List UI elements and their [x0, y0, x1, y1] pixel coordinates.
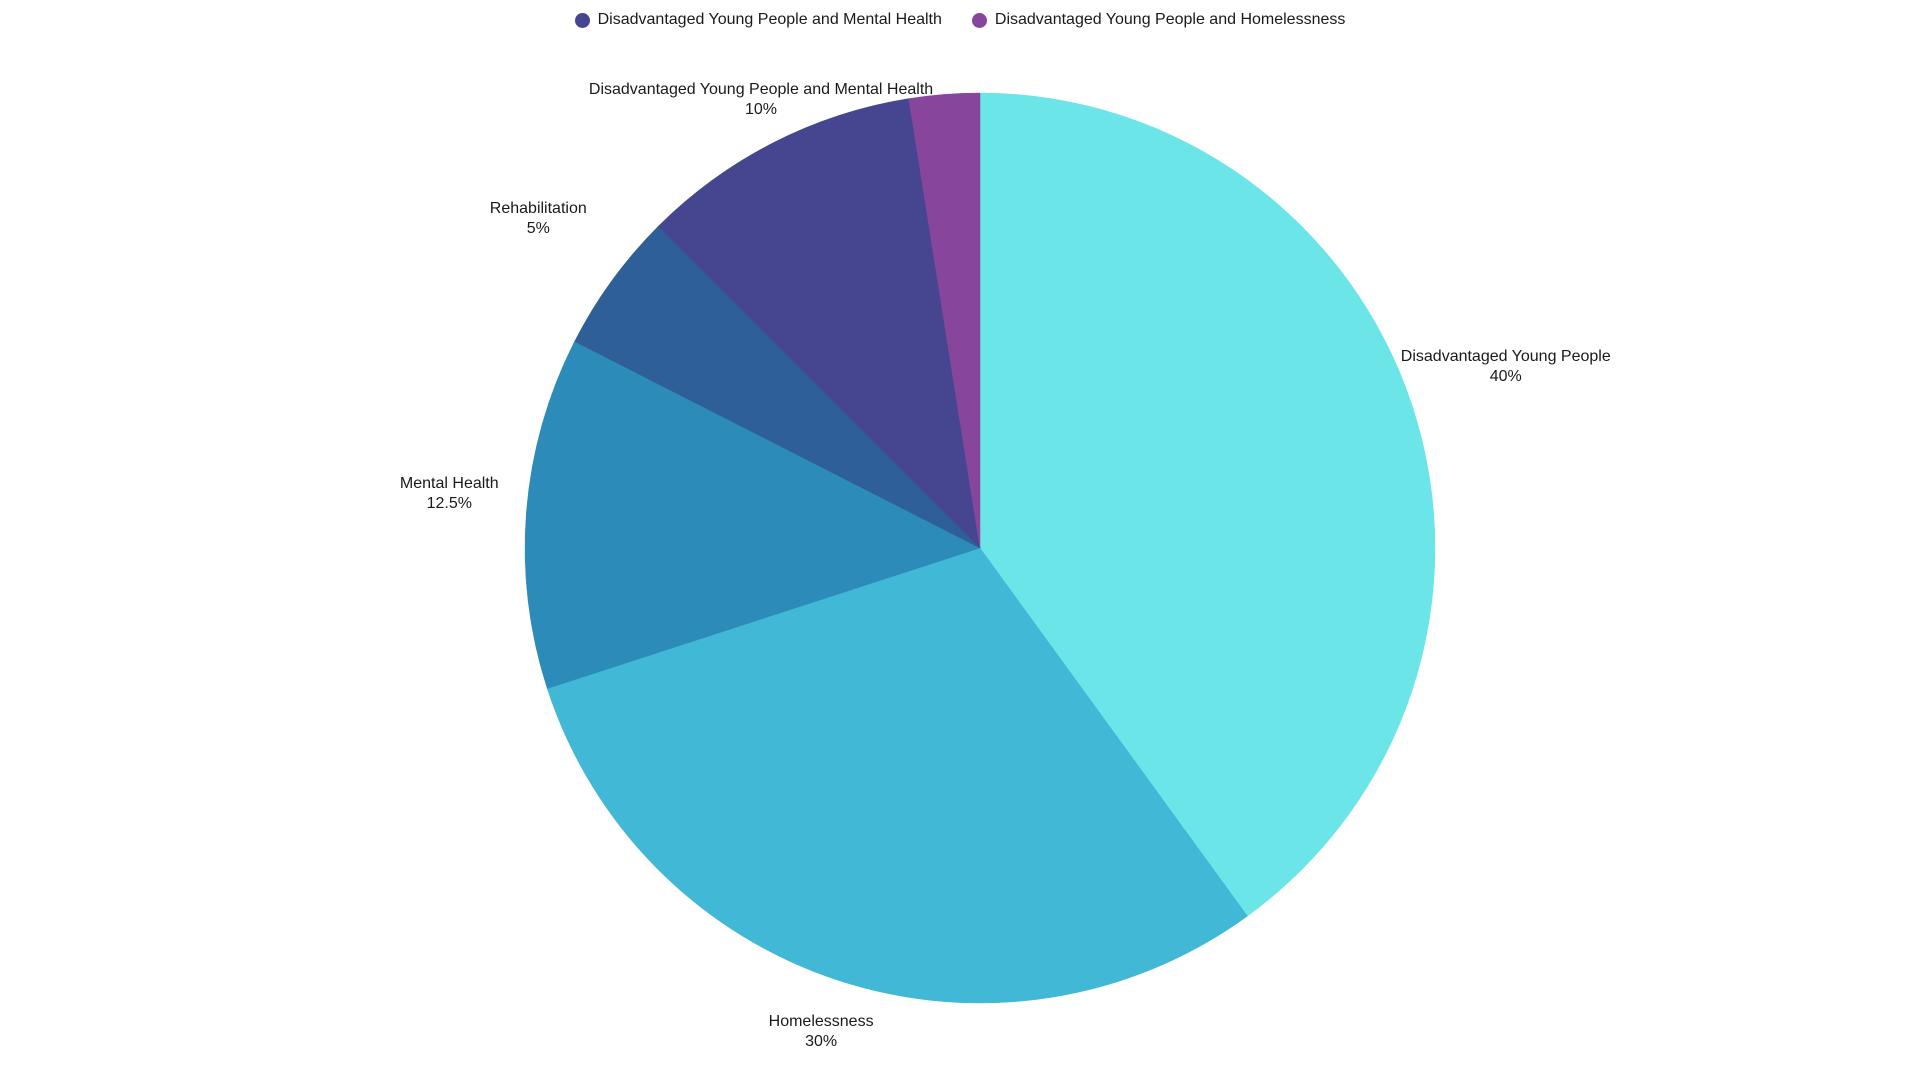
- pie-slice-rehabilitation[interactable]: [574, 225, 981, 549]
- slice-label-value: 5%: [526, 220, 550, 238]
- pie-slice-disadvantaged-young-people[interactable]: [979, 92, 1436, 917]
- slice-label-name: Mental Health: [399, 475, 499, 493]
- slice-label-name: Disadvantaged Young People: [1400, 348, 1611, 366]
- slice-label-disadvantaged-young-people: Disadvantaged Young People 40%: [1401, 347, 1611, 387]
- pie-slices: [524, 92, 1436, 1004]
- legend-swatch-young-people-mental-health: [574, 12, 590, 28]
- legend-label-young-people-homelessness: Disadvantaged Young People and Homelessn…: [994, 11, 1346, 28]
- legend-label-young-people-mental-health: Disadvantaged Young People and Mental He…: [597, 11, 942, 28]
- slice-label-rehabilitation: Rehabilitation 5%: [490, 199, 587, 239]
- pie-slice-homelessness[interactable]: [546, 547, 1248, 1004]
- pie-slice-mental-health[interactable]: [524, 341, 981, 689]
- slice-label-homelessness: Homelessness 30%: [769, 1012, 874, 1052]
- slice-label-name: Rehabilitation: [489, 200, 587, 218]
- pie-slice-disadvantaged-young-people-and-homelessness[interactable]: [908, 92, 981, 549]
- legend-item-young-people-mental-health[interactable]: Disadvantaged Young People and Mental He…: [574, 11, 942, 29]
- slice-label-mental-health: Mental Health 12.5%: [400, 474, 499, 514]
- slice-label-value: 40%: [1489, 368, 1522, 386]
- pie-slice-disadvantaged-young-people-and-mental-health[interactable]: [657, 98, 981, 549]
- legend-swatch-young-people-homelessness: [971, 12, 987, 28]
- slice-label-value: 10%: [745, 101, 778, 119]
- legend-item-young-people-homelessness[interactable]: Disadvantaged Young People and Homelessn…: [971, 11, 1346, 29]
- slice-label-name: Disadvantaged Young People and Mental He…: [588, 81, 934, 99]
- slice-label-value: 12.5%: [426, 495, 472, 513]
- legend: Disadvantaged Young People and Mental He…: [0, 11, 1920, 29]
- slice-label-disadvantaged-young-people-and-mental-health: Disadvantaged Young People and Mental He…: [589, 80, 933, 120]
- slice-label-value: 30%: [805, 1032, 838, 1050]
- slice-label-name: Homelessness: [768, 1012, 874, 1030]
